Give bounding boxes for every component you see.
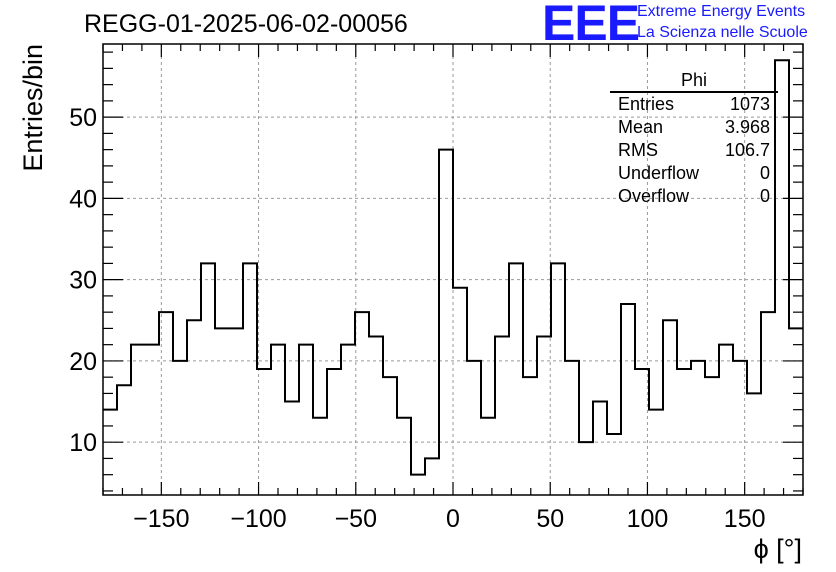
y-tick-label: 30 bbox=[69, 267, 97, 295]
y-tick-label: 10 bbox=[69, 429, 97, 457]
stats-label: Entries bbox=[618, 94, 675, 114]
x-axis-label: ϕ [°] bbox=[754, 534, 802, 564]
stats-value: 0 bbox=[759, 186, 770, 206]
x-tick-label: 0 bbox=[446, 505, 460, 533]
stats-row-overflow: Overflow 0 bbox=[610, 185, 778, 208]
stats-row-underflow: Underflow 0 bbox=[610, 162, 778, 185]
histogram-series bbox=[103, 59, 803, 476]
y-axis-label: Entries/bin bbox=[18, 44, 48, 172]
stats-value: 1073 bbox=[729, 94, 770, 114]
tick-labels: −150 −100 −50 0 50 100 150 10 20 30 40 50 bbox=[69, 104, 765, 533]
x-tick-label: −150 bbox=[133, 505, 189, 533]
y-tick-label: 50 bbox=[69, 104, 97, 132]
stats-row-mean: Mean 3.968 bbox=[610, 116, 778, 139]
x-tick-label: −100 bbox=[230, 505, 286, 533]
chart-title: REGG-01-2025-06-02-00056 bbox=[84, 10, 408, 38]
x-tick-label: −50 bbox=[335, 505, 377, 533]
stats-value: 3.968 bbox=[724, 117, 770, 137]
y-tick-label: 20 bbox=[69, 348, 97, 376]
y-tick-label: 40 bbox=[69, 185, 97, 213]
stats-label: Overflow bbox=[618, 186, 690, 206]
logo-subtitle-line1: Extreme Energy Events bbox=[637, 3, 806, 20]
stats-value: 106.7 bbox=[724, 140, 770, 160]
x-tick-label: 100 bbox=[627, 505, 669, 533]
stats-label: Mean bbox=[618, 117, 664, 137]
stats-row-entries: Entries 1073 bbox=[610, 93, 778, 116]
logo-subtitle-line2: La Scienza nelle Scuole bbox=[637, 24, 808, 41]
stats-label: Underflow bbox=[618, 163, 700, 183]
x-tick-label: 50 bbox=[536, 505, 564, 533]
stats-row-rms: RMS 106.7 bbox=[610, 139, 778, 162]
stats-label: RMS bbox=[618, 140, 658, 160]
eee-logo: EEE bbox=[542, 0, 640, 51]
stats-title: Phi bbox=[610, 70, 778, 93]
x-tick-label: 150 bbox=[724, 505, 766, 533]
stats-value: 0 bbox=[759, 163, 770, 183]
axis-ticks bbox=[102, 44, 804, 495]
stats-box: Phi Entries 1073 Mean 3.968 RMS 106.7 Un… bbox=[610, 70, 778, 208]
